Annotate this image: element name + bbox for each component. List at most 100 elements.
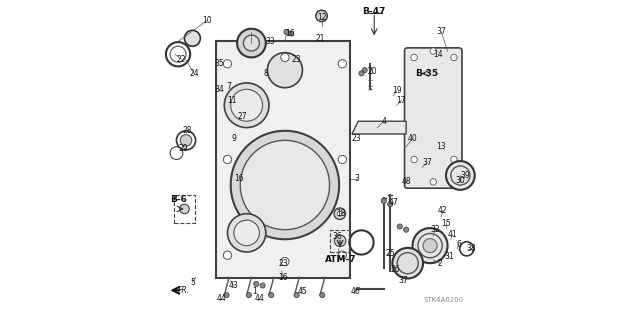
Text: 39: 39 [460,171,470,180]
Text: 29: 29 [178,144,188,153]
Text: 13: 13 [436,142,446,151]
Text: STK4A0200: STK4A0200 [424,297,463,303]
Text: 19: 19 [392,86,401,95]
Circle shape [392,248,423,278]
Circle shape [224,293,229,298]
Text: B-6: B-6 [171,195,188,204]
Text: 30: 30 [456,176,465,185]
Text: 37: 37 [422,158,432,167]
Text: 9: 9 [232,134,236,143]
Circle shape [268,53,303,88]
Text: 23: 23 [278,259,288,268]
Circle shape [411,156,417,163]
Text: 43: 43 [229,281,239,290]
Text: FR.: FR. [178,286,190,295]
Text: 25: 25 [385,249,395,258]
Text: 47: 47 [388,198,398,207]
Text: 20: 20 [368,67,378,76]
Circle shape [230,131,339,239]
Text: 4: 4 [381,117,386,126]
Text: 1: 1 [252,287,257,296]
Text: 22: 22 [177,55,186,63]
Text: 3: 3 [355,174,359,183]
Circle shape [240,140,330,230]
Circle shape [253,281,259,286]
Circle shape [289,31,294,36]
Text: 40: 40 [408,134,417,143]
Text: 31: 31 [444,252,454,261]
Circle shape [362,68,367,73]
Circle shape [234,220,259,246]
Text: 36: 36 [333,232,342,241]
Text: 12: 12 [317,13,326,22]
Circle shape [411,54,417,61]
Text: 42: 42 [438,206,447,215]
Circle shape [334,208,346,219]
Circle shape [180,204,189,214]
Text: 34: 34 [214,85,225,94]
Circle shape [413,228,447,263]
Circle shape [446,161,475,190]
Circle shape [243,35,259,51]
Circle shape [237,29,266,57]
Circle shape [260,283,265,288]
Text: 16: 16 [285,29,294,38]
Text: 44: 44 [216,294,226,303]
Text: 14: 14 [433,50,443,59]
Text: 48: 48 [401,177,411,186]
Text: 16: 16 [278,273,288,282]
Circle shape [381,198,387,204]
Text: 15: 15 [441,219,451,228]
Circle shape [430,179,436,185]
Circle shape [230,89,262,121]
Circle shape [246,293,252,298]
Circle shape [227,214,266,252]
Text: 23: 23 [352,134,362,143]
Text: 10: 10 [202,16,212,25]
Circle shape [316,10,327,22]
Circle shape [224,83,269,128]
Circle shape [281,257,289,266]
Bar [216,41,350,278]
FancyBboxPatch shape [404,48,462,188]
Text: 38: 38 [467,244,476,253]
Circle shape [180,135,192,146]
Text: 17: 17 [397,96,406,105]
Circle shape [359,71,364,76]
Text: 46: 46 [350,287,360,296]
Circle shape [223,155,232,164]
Circle shape [451,54,457,61]
Text: 8: 8 [264,69,268,78]
Circle shape [430,48,436,54]
Circle shape [338,251,346,259]
Circle shape [281,53,289,62]
Text: 37: 37 [398,276,408,285]
Circle shape [423,239,437,253]
Circle shape [223,60,232,68]
Text: 11: 11 [228,96,237,105]
Text: 28: 28 [183,126,193,135]
Text: B-35: B-35 [415,69,438,78]
Circle shape [269,293,274,298]
Text: 21: 21 [316,34,324,43]
Circle shape [223,251,232,259]
Text: 41: 41 [447,230,457,239]
Text: 16: 16 [234,174,243,183]
Text: 26: 26 [390,265,400,274]
Circle shape [320,293,324,298]
Circle shape [284,29,289,34]
Text: ATM-7: ATM-7 [325,256,356,264]
Text: B-47: B-47 [362,7,386,16]
Text: 5: 5 [190,278,195,287]
Circle shape [184,30,200,46]
Polygon shape [352,121,406,134]
Text: 33: 33 [266,37,275,46]
Circle shape [334,235,346,247]
Text: 45: 45 [298,287,307,296]
Circle shape [388,202,393,207]
Circle shape [338,60,346,68]
Text: 37: 37 [436,27,446,36]
Circle shape [338,155,346,164]
Circle shape [294,293,300,298]
Text: 2: 2 [437,259,442,268]
